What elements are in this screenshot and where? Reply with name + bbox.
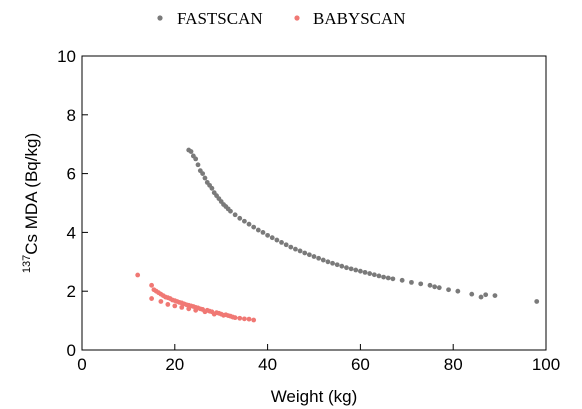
- fastscan-point: [242, 218, 247, 224]
- x-tick-label: 20: [165, 355, 184, 374]
- fastscan-point: [325, 259, 331, 265]
- fastscan-point: [534, 299, 540, 304]
- fastscan-point: [436, 285, 442, 291]
- fastscan-point: [381, 274, 386, 280]
- fastscan-point: [246, 221, 252, 227]
- fastscan-point: [418, 281, 424, 287]
- fastscan-point: [279, 240, 284, 245]
- scatter-points: [135, 147, 540, 323]
- y-tick-label: 0: [67, 341, 76, 360]
- fastscan-point: [432, 284, 438, 290]
- fastscan-point: [371, 272, 377, 278]
- fastscan-point: [232, 212, 238, 218]
- fastscan-point: [483, 292, 489, 298]
- fastscan-point: [427, 282, 433, 288]
- y-tick-label: 6: [67, 165, 76, 184]
- fastscan-point: [293, 246, 298, 252]
- fastscan-point: [283, 242, 289, 248]
- x-axis: 0 20 40 60 80 100: [77, 344, 560, 374]
- fastscan-point: [288, 244, 294, 250]
- fastscan-point: [311, 254, 317, 259]
- babyscan-point: [179, 304, 185, 310]
- fastscan-point: [330, 260, 335, 266]
- babyscan-point: [149, 282, 155, 288]
- babyscan-point: [246, 316, 252, 322]
- legend-babyscan-marker: [294, 15, 300, 21]
- fastscan-point: [193, 156, 199, 162]
- fastscan-point: [265, 232, 270, 238]
- fastscan-point: [274, 237, 280, 243]
- fastscan-point: [302, 250, 308, 256]
- x-tick-label: 0: [77, 355, 86, 374]
- babyscan-point: [149, 296, 155, 301]
- babyscan-point: [172, 303, 178, 309]
- babyscan-point: [251, 317, 257, 323]
- x-tick-label: 40: [258, 355, 277, 374]
- fastscan-point: [478, 294, 484, 300]
- fastscan-point: [195, 162, 201, 168]
- fastscan-point: [200, 171, 206, 177]
- y-tick-label: 2: [67, 282, 76, 301]
- fastscan-point: [348, 266, 354, 272]
- y-tick-label: 10: [57, 47, 76, 66]
- babyscan-point: [135, 272, 141, 278]
- fastscan-point: [492, 293, 498, 299]
- fastscan-point: [228, 208, 233, 214]
- fastscan-point: [358, 268, 363, 274]
- fastscan-point: [362, 269, 368, 275]
- fastscan-point: [455, 288, 461, 294]
- legend-babyscan-label: BABYSCAN: [313, 9, 406, 28]
- fastscan-point: [367, 271, 373, 276]
- fastscan-point: [334, 262, 340, 268]
- x-axis-label: Weight (kg): [271, 387, 358, 406]
- babyscan-point: [158, 299, 164, 304]
- fastscan-point: [353, 267, 359, 273]
- fastscan-point: [446, 287, 451, 293]
- fastscan-point: [188, 149, 194, 154]
- fastscan-point: [376, 273, 382, 279]
- legend-fastscan-marker: [157, 15, 163, 21]
- fastscan-point: [320, 257, 326, 263]
- y-axis-label-main: Cs MDA (Bq/kg): [22, 133, 41, 255]
- fastscan-point: [344, 265, 349, 271]
- y-axis: 0 2 4 6 8 10: [57, 47, 88, 360]
- babyscan-point: [232, 315, 238, 321]
- y-axis-label: 137Cs MDA (Bq/kg): [21, 133, 41, 273]
- fastscan-point: [297, 248, 303, 254]
- fastscan-point: [251, 224, 257, 230]
- babyscan-point: [242, 316, 247, 322]
- fastscan-point: [409, 279, 414, 285]
- fastscan-point: [202, 175, 208, 181]
- fastscan-point: [306, 252, 312, 258]
- fastscan-point: [269, 235, 275, 241]
- fastscan-point: [316, 255, 322, 261]
- x-tick-label: 80: [444, 355, 463, 374]
- fastscan-point: [339, 263, 345, 269]
- y-axis-label-superscript: 137: [21, 255, 33, 273]
- x-tick-label: 100: [532, 355, 560, 374]
- babyscan-point: [237, 315, 243, 321]
- fastscan-point: [469, 291, 475, 297]
- fastscan-point: [385, 275, 391, 281]
- fastscan-point: [209, 185, 215, 191]
- legend-fastscan-label: FASTSCAN: [177, 9, 263, 28]
- legend: FASTSCAN BABYSCAN: [157, 9, 406, 28]
- fastscan-point: [390, 276, 396, 282]
- x-tick-label: 60: [351, 355, 370, 374]
- fastscan-point: [237, 215, 243, 221]
- y-tick-label: 8: [67, 106, 76, 125]
- fastscan-point: [255, 227, 261, 233]
- fastscan-point: [260, 230, 266, 235]
- babyscan-point: [165, 302, 171, 307]
- fastscan-point: [399, 277, 405, 283]
- plot-frame: [81, 55, 547, 351]
- y-tick-label: 4: [67, 223, 76, 242]
